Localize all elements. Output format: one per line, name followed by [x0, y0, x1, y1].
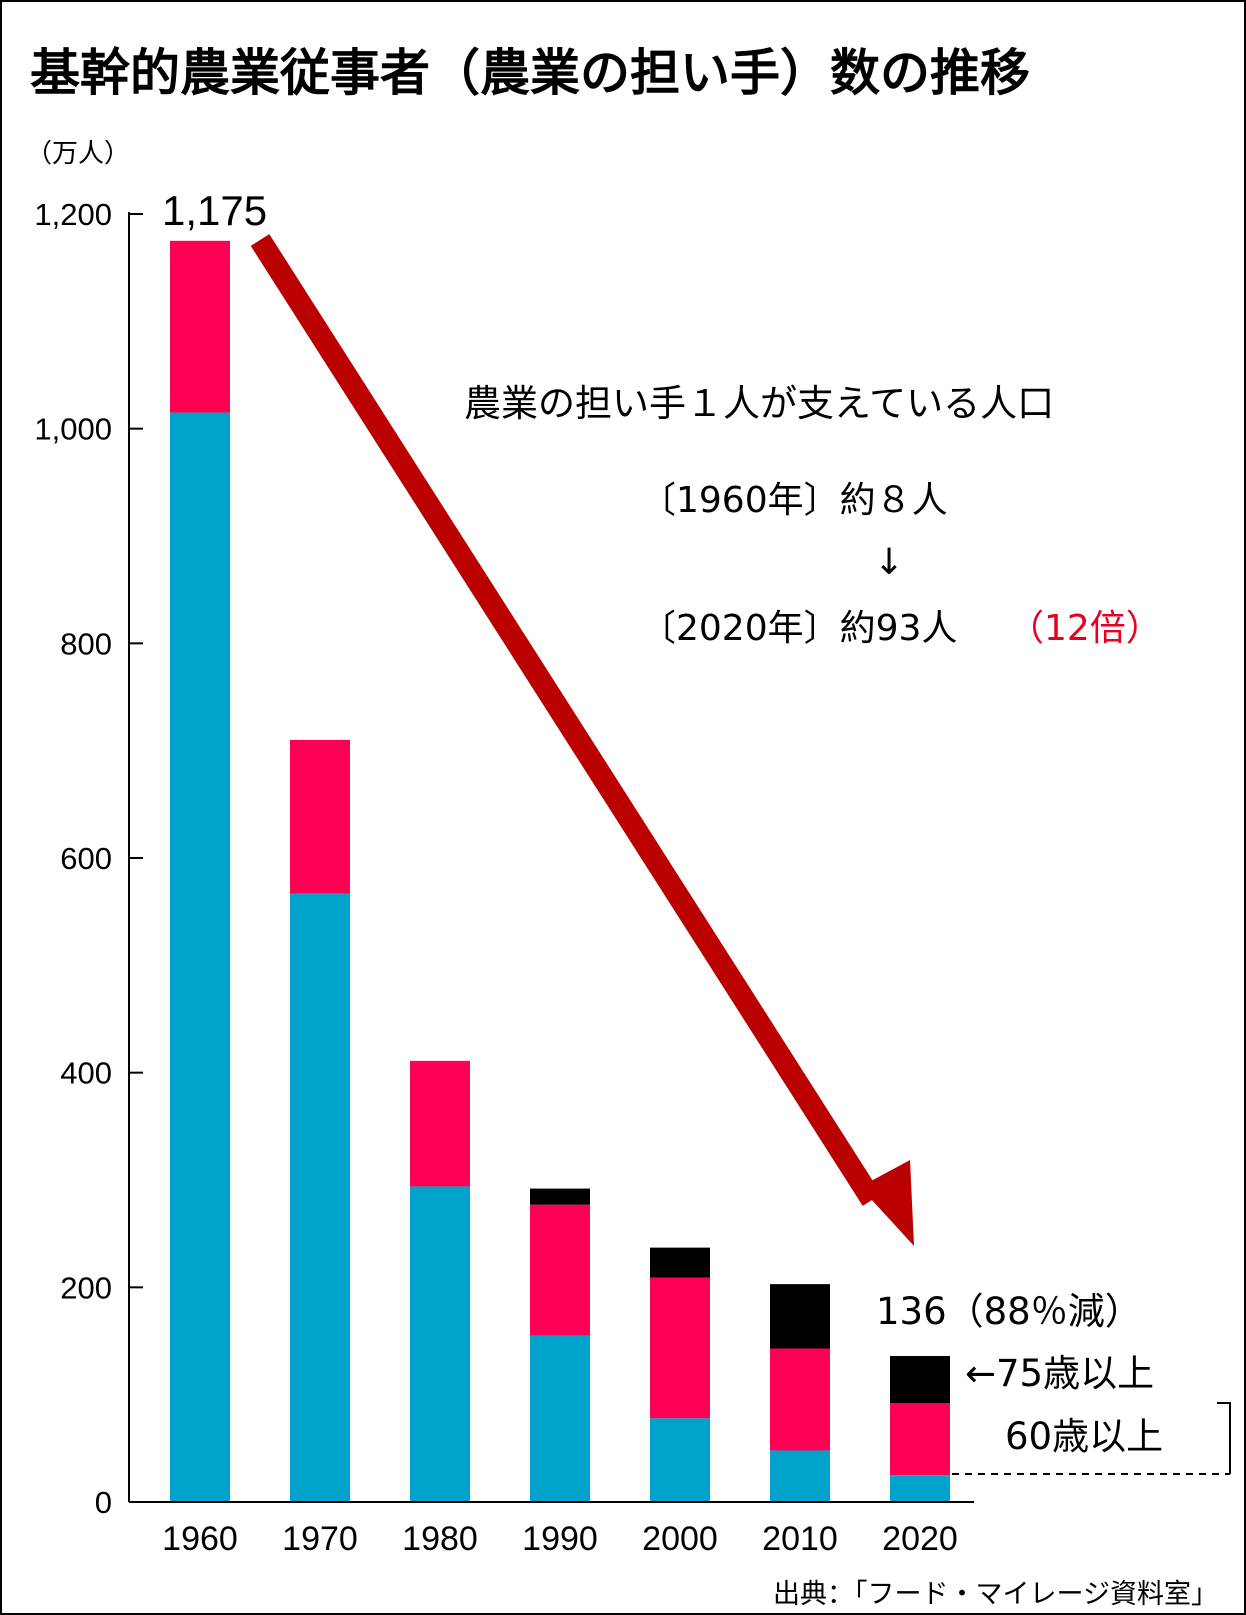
bar-2000-series-2 — [650, 1247, 710, 1278]
y-tick-label-400: 400 — [60, 1056, 112, 1091]
bar-1990-series-0 — [530, 1335, 590, 1502]
x-tick-label-2000: 2000 — [642, 1520, 718, 1558]
x-tick-label-1970: 1970 — [282, 1520, 358, 1558]
y-tick-label-1200: 1,200 — [34, 197, 112, 232]
bar-2010-series-0 — [770, 1450, 830, 1502]
y-axis: 0 200 400 600 800 1,000 1,200 — [34, 197, 974, 1520]
x-tick-label-1980: 1980 — [402, 1520, 478, 1558]
x-tick-label-2020: 2020 — [882, 1520, 958, 1558]
note-2020-ratio: （12倍） — [1008, 608, 1162, 649]
note-down-arrow: ↓ — [874, 542, 904, 583]
x-tick-label-2010: 2010 — [762, 1520, 838, 1558]
bar-1970-series-0 — [290, 893, 350, 1502]
x-tick-label-1990: 1990 — [522, 1520, 598, 1558]
note-1960: 〔1960年〕約８人 — [640, 480, 948, 521]
legend-75plus: ←75歳以上 — [965, 1352, 1154, 1395]
bar-1980-series-0 — [410, 1186, 470, 1502]
y-tick-label-800: 800 — [60, 626, 112, 661]
bar-2000-series-0 — [650, 1418, 710, 1502]
bar-1970-series-1 — [290, 739, 350, 894]
bar-1990-series-2 — [530, 1188, 590, 1205]
bar-2010-series-1 — [770, 1348, 830, 1451]
last-total-label: 136（88％減） — [876, 1290, 1142, 1333]
peak-value-label: 1,175 — [162, 187, 267, 234]
y-tick-label-1000: 1,000 — [34, 412, 112, 447]
trend-arrow-shaft — [250, 234, 882, 1206]
bar-1990-series-1 — [530, 1204, 590, 1336]
note-2020: 〔2020年〕約93人 — [640, 608, 957, 649]
trend-arrow-head — [860, 1160, 914, 1246]
trend-arrow-layer — [250, 234, 914, 1246]
bar-2000-series-1 — [650, 1277, 710, 1419]
y-axis-unit: （万人） — [26, 139, 130, 169]
y-tick-label-0: 0 — [95, 1485, 112, 1520]
bar-2010-series-2 — [770, 1284, 830, 1349]
bar-2020-series-1 — [890, 1403, 950, 1476]
bar-1960-series-0 — [170, 412, 230, 1503]
legend-60plus-bracket — [1217, 1402, 1231, 1474]
bar-2020-series-2 — [890, 1356, 950, 1404]
y-tick-label-200: 200 — [60, 1270, 112, 1305]
x-axis-labels: 1960 1970 1980 1990 2000 2010 2020 — [162, 1520, 958, 1558]
y-tick-label-600: 600 — [60, 841, 112, 876]
bar-1980-series-1 — [410, 1060, 470, 1187]
note-heading: 農業の担い手１人が支えている人口 — [464, 382, 1054, 425]
source-note: 出典：「フード・マイレージ資料室」 — [773, 1579, 1218, 1610]
chart-title: 基幹的農業従事者（農業の担い手）数の推移 — [30, 44, 1030, 102]
bars-layer — [170, 240, 950, 1503]
bar-2020-series-0 — [890, 1475, 950, 1502]
bar-1960-series-1 — [170, 240, 230, 413]
x-tick-label-1960: 1960 — [162, 1520, 238, 1558]
legend-60plus: 60歳以上 — [1005, 1415, 1163, 1458]
